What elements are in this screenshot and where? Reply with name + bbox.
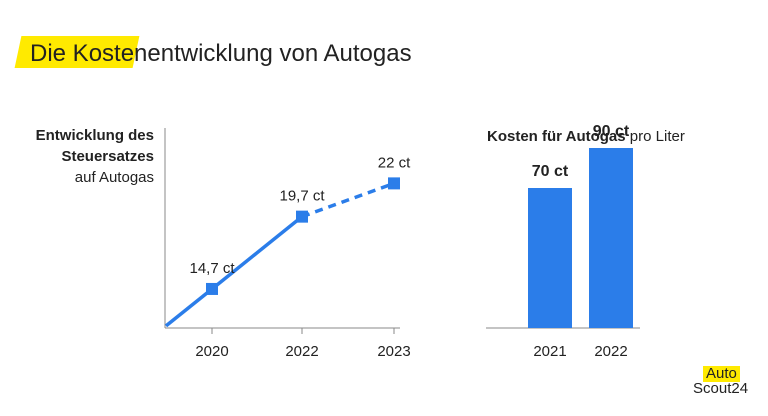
line-chart-label: Entwicklung des Steuersatzes auf Autogas: [36, 125, 154, 188]
bar-category-label-2022: 2022: [594, 343, 627, 360]
bar-2022: [589, 148, 633, 328]
line-chart-point-2020: [206, 282, 218, 295]
line-chart-data-label-2023: 22 ct: [378, 154, 411, 171]
line-chart-x-tick-label-2020: 2020: [195, 343, 228, 360]
line-chart-data-label-2020: 14,7 ct: [189, 260, 235, 277]
bar-chart-title-rest: pro Liter: [625, 128, 685, 145]
line-chart-x-tick-label-2022: 2022: [285, 343, 318, 360]
line-chart-point-2023: [388, 177, 400, 190]
logo-scout: Scout24: [693, 380, 749, 397]
line-chart-label-line-3: auf Autogas: [74, 169, 154, 186]
bar-chart-title-bold: Kosten für Autogas: [487, 128, 626, 145]
line-chart-point-2022: [296, 210, 308, 223]
line-chart-label-line-1: Entwicklung des: [35, 127, 154, 144]
logo-auto: Auto: [703, 366, 740, 382]
line-chart-x-tick-label-2023: 2023: [377, 343, 410, 360]
bar-value-label-2021: 70 ct: [532, 163, 569, 180]
bar-chart-title: Kosten für Autogas pro Liter: [487, 128, 685, 145]
bar-value-label-2022: 90 ct: [593, 123, 630, 140]
line-chart-label-line-2: Steuersatzes: [61, 148, 154, 165]
line-chart-segment-projected: [301, 181, 395, 219]
line-chart-segment-lead: [164, 287, 214, 328]
page-title: Die Kostenentwicklung von Autogas: [30, 40, 412, 67]
bar-category-label-2021: 2021: [533, 343, 566, 360]
line-chart-data-label-2022: 19,7 ct: [279, 188, 325, 205]
bar-2021: [528, 188, 572, 328]
line-chart-segment-2020-2022: [210, 215, 304, 291]
autoscout24-logo: Auto Scout24: [693, 366, 748, 396]
